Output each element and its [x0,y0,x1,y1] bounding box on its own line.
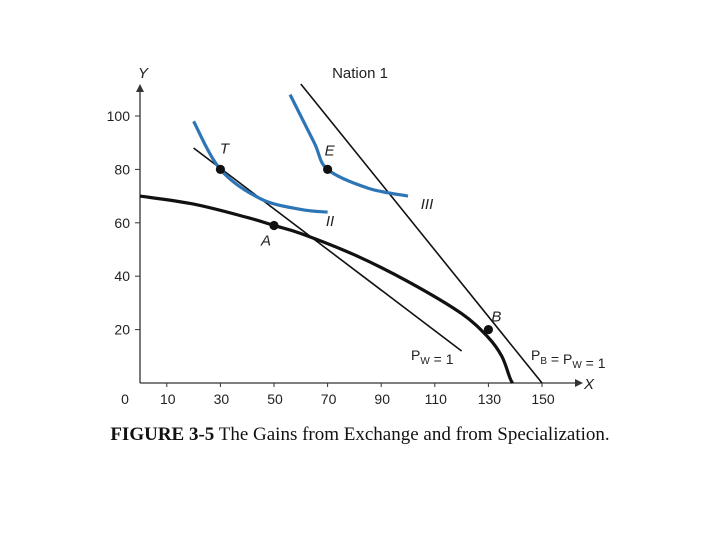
price-line [193,147,463,352]
point-label-a: A [260,232,271,249]
tick-labels: Y X 20 40 60 80 100 0 10 30 50 70 90 110 130 150 [107,65,595,407]
points: T A E B [215,140,501,335]
x-axis-arrow [575,379,583,387]
curve-label-ii: II [326,213,334,230]
chart-title: Nation 1 [332,65,388,82]
x-tick-label: 110 [425,391,448,407]
production-frontier-curve [139,194,514,384]
indifference-curve-iii [288,93,409,198]
figure-number: FIGURE 3-5 [110,424,215,445]
x-tick-label: 0 [121,391,129,407]
x-tick-label: 30 [214,391,230,407]
point-label-b: B [491,309,501,326]
point-b [483,325,493,335]
x-tick-label: 90 [374,391,390,407]
curve-label-iii: III [421,196,434,213]
x-tick-label: 50 [267,391,283,407]
figure-caption-text: The Gains from Exchange and from Special… [218,424,610,445]
y-axis-label: Y [138,65,149,82]
series [139,83,543,384]
x-axis-label: X [583,376,595,393]
x-tick-label: 70 [321,391,337,407]
x-tick-label: 150 [531,391,555,407]
y-tick-label: 100 [107,108,131,124]
x-tick-label: 130 [478,391,502,407]
axes [136,84,583,387]
x-tick-label: 10 [160,391,176,407]
price-line [300,83,543,384]
chart: Y X 20 40 60 80 100 0 10 30 50 70 90 110 130 150 T A E B I… [107,65,606,407]
point-label-t: T [220,140,231,157]
y-axis-arrow [136,84,144,92]
point-e [323,164,333,174]
y-tick-label: 20 [114,322,130,338]
point-t [215,164,225,174]
point-a [269,220,279,231]
figure-caption: FIGURE 3-5 The Gains from Exchange and f… [0,424,720,446]
price-line-label-pw: PW = 1 [411,347,454,367]
indifference-curve-ii [192,120,328,214]
y-tick-label: 40 [114,268,130,284]
point-label-e: E [325,142,336,159]
y-tick-label: 80 [114,161,130,177]
price-line-label-pb-pw: PB = PW = 1 [531,347,606,371]
y-tick-label: 60 [114,215,130,231]
